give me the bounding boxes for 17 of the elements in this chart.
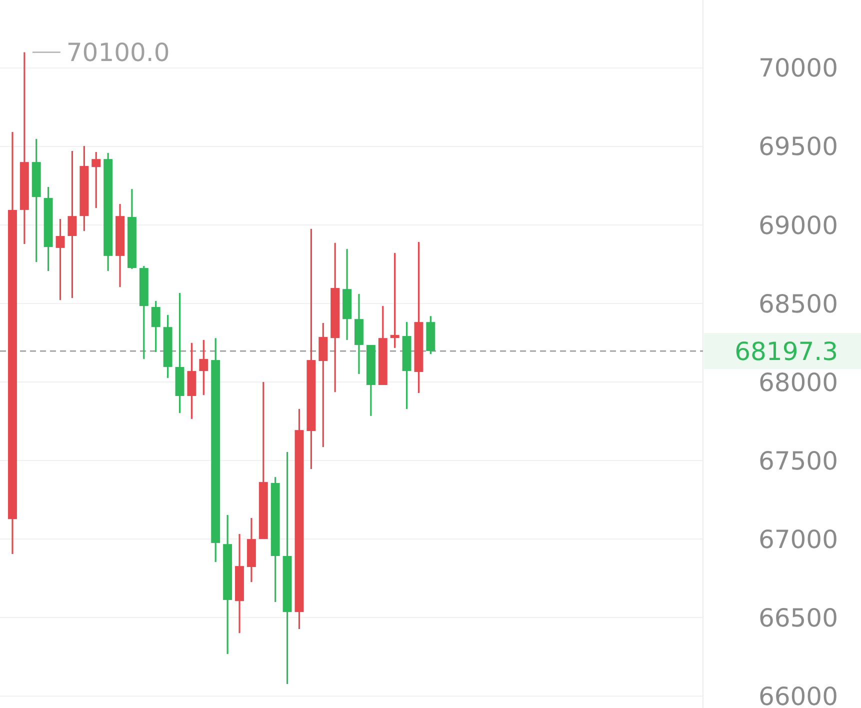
- y-tick-label: 69000: [758, 210, 838, 240]
- y-tick-label: 67500: [758, 446, 838, 476]
- candlestick: [390, 252, 400, 349]
- y-tick-label: 66000: [758, 682, 838, 708]
- candlestick: [92, 151, 101, 209]
- y-tick-label: 70000: [758, 54, 838, 83]
- y-tick-label: 69500: [758, 132, 838, 162]
- y-tick-label: 67000: [758, 524, 838, 554]
- y-tick-label: 68000: [758, 368, 838, 397]
- y-tick-label: 68500: [758, 289, 838, 318]
- candlestick: [56, 218, 65, 301]
- y-tick-label: 66500: [758, 603, 838, 632]
- ref-line-label: 68197.3: [734, 336, 838, 366]
- annotation: 70100.0: [66, 38, 170, 68]
- candlestick: [199, 339, 208, 396]
- candlestick: [151, 300, 160, 353]
- candlestick: [68, 150, 77, 299]
